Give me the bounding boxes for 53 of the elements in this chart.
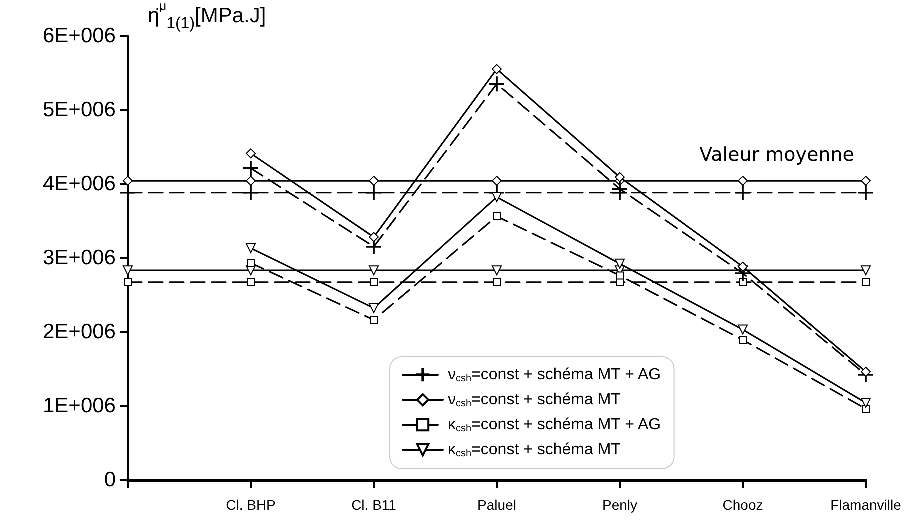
point [738,324,748,335]
point [492,176,502,186]
point [612,182,628,197]
point [369,176,379,186]
point [858,185,874,200]
point [369,266,379,276]
x-tick-label: Flamanville [830,497,902,513]
point [736,185,750,200]
y-tick-label: 2E+006 [43,320,116,344]
point [615,258,625,269]
point [490,76,504,92]
point [738,176,748,186]
point [246,243,256,254]
point [492,192,502,202]
point [247,259,255,268]
y-tick-label: 6E+006 [43,24,116,48]
point [493,212,501,221]
point [370,278,378,286]
y-tick-label: 0 [104,468,116,492]
y-tick-label: 5E+006 [43,98,116,122]
point [739,278,747,286]
point [124,278,132,286]
y-tick-label: 1E+006 [43,394,116,418]
x-tick-label: Chooz [722,497,764,513]
point [492,64,502,74]
point [861,266,871,276]
point [366,185,382,200]
point [244,160,258,176]
point [738,262,748,272]
x-tick-label: Cl. BHP [226,497,276,513]
annotation: Valeur moyenne [700,144,854,166]
point [246,176,256,186]
point [616,272,624,280]
x-tick-label: Cl. B11 [352,497,397,513]
point [123,176,133,186]
point [247,278,255,286]
point [861,398,871,408]
y-tick-label: 3E+006 [43,246,116,270]
point [492,266,502,276]
point [244,185,258,200]
point [862,278,870,286]
point [369,232,379,242]
point [123,266,133,276]
point [246,148,256,159]
point [370,316,378,324]
point [369,303,379,314]
point [615,172,625,182]
x-tick-label: Penly [602,497,638,513]
y-tick-label: 4E+006 [43,172,116,196]
point [739,336,747,344]
x-tick-label: Paluel [478,497,516,513]
point [493,278,501,286]
point [861,176,871,186]
